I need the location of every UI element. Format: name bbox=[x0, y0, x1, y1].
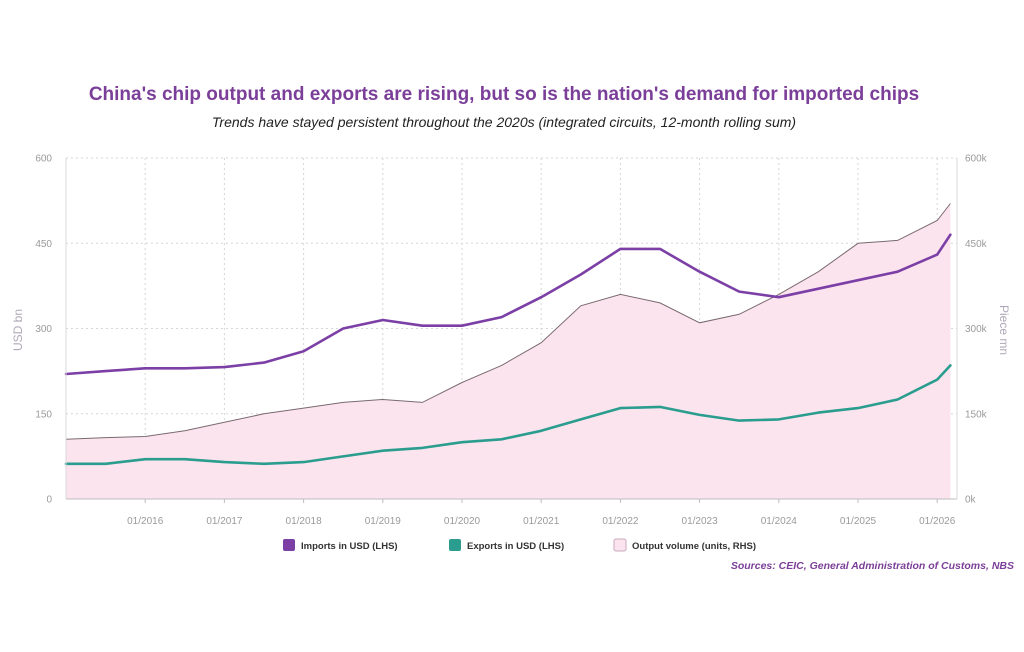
y-tick-label-right: 300k bbox=[965, 324, 988, 335]
output-volume-line bbox=[65, 203, 951, 440]
y-tick-label-right: 0k bbox=[965, 495, 977, 506]
x-tick-label: 01/2021 bbox=[523, 516, 560, 527]
output-volume-area bbox=[66, 203, 951, 499]
series-lines bbox=[64, 233, 952, 466]
y-tick-label-left: 450 bbox=[35, 239, 52, 250]
x-tick-label: 01/2026 bbox=[919, 516, 956, 527]
x-tick-label: 01/2025 bbox=[840, 516, 877, 527]
chart-subtitle: Trends have stayed persistent throughout… bbox=[212, 114, 796, 130]
legend-label: Imports in USD (LHS) bbox=[301, 541, 398, 552]
chart-title: China's chip output and exports are risi… bbox=[89, 84, 919, 105]
y-tick-label-right: 150k bbox=[965, 409, 988, 420]
y-axis-label-left: USD bn bbox=[11, 309, 25, 351]
x-tick-label: 01/2016 bbox=[127, 516, 164, 527]
axes bbox=[65, 158, 958, 503]
output-area-layer bbox=[65, 203, 951, 499]
legend-item-output: Output volume (units, RHS) bbox=[613, 538, 756, 552]
source-note: Sources: CEIC, General Administration of… bbox=[731, 560, 1014, 572]
legend-swatch bbox=[449, 539, 461, 551]
y-tick-label-left: 600 bbox=[35, 154, 52, 165]
x-tick-label: 01/2019 bbox=[365, 516, 402, 527]
y-tick-label-right: 450k bbox=[965, 239, 988, 250]
exports-line bbox=[64, 364, 952, 466]
legend-swatch bbox=[613, 538, 627, 552]
x-tick-label: 01/2023 bbox=[682, 516, 719, 527]
legend-swatch bbox=[283, 539, 295, 551]
x-tick-label: 01/2018 bbox=[286, 516, 323, 527]
y-tick-label-left: 150 bbox=[35, 409, 52, 420]
y-tick-label-left: 300 bbox=[35, 324, 52, 335]
y-tick-label-left: 0 bbox=[46, 495, 52, 506]
legend: Imports in USD (LHS) Exports in USD (LHS)… bbox=[283, 538, 756, 552]
legend-item-exports: Exports in USD (LHS) bbox=[449, 539, 564, 552]
x-tick-label: 01/2022 bbox=[602, 516, 639, 527]
legend-label: Exports in USD (LHS) bbox=[467, 541, 564, 552]
imports-line bbox=[64, 233, 952, 376]
x-tick-label: 01/2017 bbox=[206, 516, 243, 527]
legend-label: Output volume (units, RHS) bbox=[632, 541, 756, 552]
tick-labels: 0 150 300 450 600 0k 150k 300k 450k 600k 01/2016 01… bbox=[35, 154, 987, 528]
y-axis-label-right: Piece mn bbox=[997, 305, 1011, 355]
x-tick-label: 01/2024 bbox=[761, 516, 798, 527]
legend-item-imports: Imports in USD (LHS) bbox=[283, 539, 398, 552]
x-tick-label: 01/2020 bbox=[444, 516, 481, 527]
y-tick-label-right: 600k bbox=[965, 154, 988, 165]
